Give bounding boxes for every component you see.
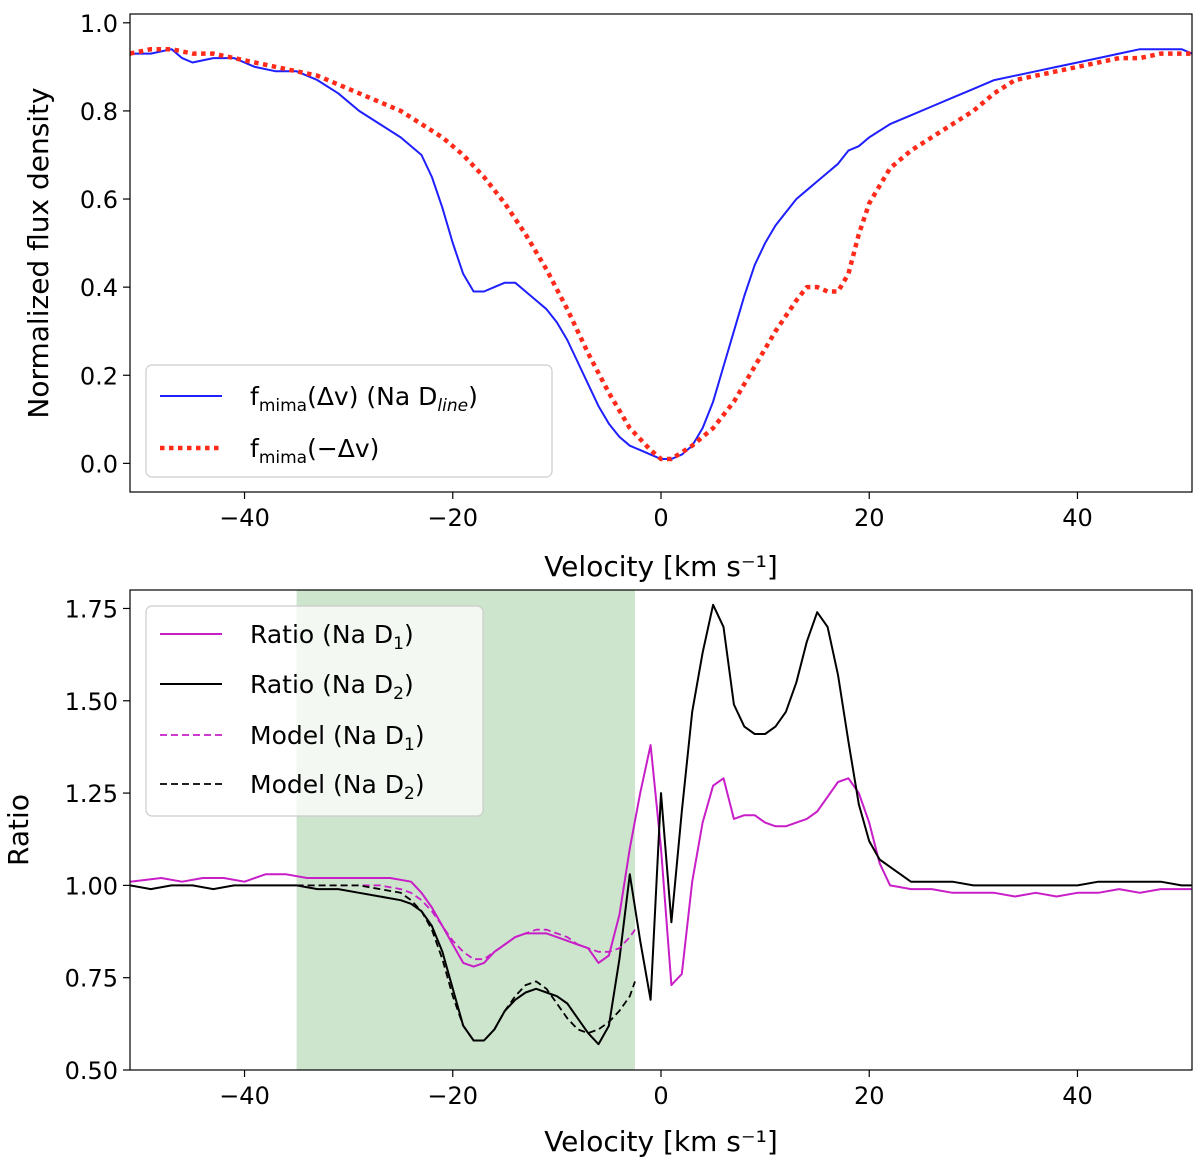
flux-x-tick-label: 40 — [1062, 504, 1093, 532]
ratio-x-tick-label: −40 — [219, 1082, 270, 1110]
ratio-legend-label-model-d1: Model (Na D1) — [250, 721, 425, 755]
ratio-x-tick-label: −20 — [427, 1082, 478, 1110]
ratio-legend-label-model-d2: Model (Na D2) — [250, 770, 425, 804]
flux-series-0-line — [130, 48, 1192, 460]
flux-y-tick-label: 0.0 — [80, 450, 118, 478]
flux-series-1-line — [130, 46, 1192, 462]
ratio-legend-box — [145, 605, 484, 817]
flux-y-tick-label: 0.8 — [80, 98, 118, 126]
ratio-legend: Ratio (Na D1) Ratio (Na D2) Model (Na D1… — [145, 605, 484, 817]
ratio-axis-ticks: −40 −20 0 20 40 0.50 0.75 1.00 1.25 1.50 1.75 — [65, 595, 1093, 1110]
flux-y-tick-label: 0.6 — [80, 186, 118, 214]
ratio-series-group — [130, 603, 1192, 1046]
ratio-series-0-line — [130, 744, 1192, 987]
flux-legend: fmima(Δv) (Na Dline) fmima(−Δv) — [145, 364, 553, 478]
ratio-y-tick-label: 0.75 — [65, 965, 118, 993]
ratio-series-1-line — [130, 603, 1192, 1046]
flux-x-tick-label: −40 — [219, 504, 270, 532]
flux-x-tick-label: −20 — [427, 504, 478, 532]
ratio-y-tick-label: 0.50 — [65, 1057, 118, 1085]
ratio-y-tick-label: 1.00 — [65, 872, 118, 900]
flux-panel: −40 −20 0 20 40 0.0 0.2 0.4 0.6 0.8 1.0 Velocity [… — [22, 10, 1193, 583]
ratio-x-tick-label: 20 — [854, 1082, 885, 1110]
ratio-y-axis-title: Ratio — [2, 794, 35, 866]
ratio-panel: −40 −20 0 20 40 0.50 0.75 1.00 1.25 1.50 1.75 Velo… — [2, 589, 1193, 1158]
flux-legend-label-blue: fmima(Δv) (Na Dline) — [250, 382, 478, 416]
flux-x-tick-label: 20 — [854, 504, 885, 532]
ratio-x-tick-label: 0 — [653, 1082, 668, 1110]
flux-y-axis-title: Normalized flux density — [22, 87, 55, 418]
ratio-y-tick-label: 1.50 — [65, 688, 118, 716]
flux-axis-ticks: −40 −20 0 20 40 0.0 0.2 0.4 0.6 0.8 1.0 — [80, 10, 1093, 532]
flux-legend-box — [145, 364, 553, 478]
ratio-y-tick-label: 1.25 — [65, 780, 118, 808]
flux-y-tick-label: 0.2 — [80, 362, 118, 390]
ratio-legend-label-d1: Ratio (Na D1) — [250, 620, 414, 654]
flux-y-tick-label: 0.4 — [80, 274, 118, 302]
flux-x-tick-label: 0 — [653, 504, 668, 532]
ratio-legend-label-d2: Ratio (Na D2) — [250, 670, 414, 704]
flux-legend-label-red: fmima(−Δv) — [250, 434, 379, 468]
ratio-x-axis-title: Velocity [km s⁻¹] — [544, 1125, 778, 1158]
ratio-x-tick-label: 40 — [1062, 1082, 1093, 1110]
flux-series-group — [130, 46, 1192, 462]
flux-y-tick-label: 1.0 — [80, 10, 118, 38]
ratio-y-tick-label: 1.75 — [65, 595, 118, 623]
flux-x-axis-title: Velocity [km s⁻¹] — [544, 550, 778, 583]
ratio-series-3-line — [296, 884, 636, 1042]
